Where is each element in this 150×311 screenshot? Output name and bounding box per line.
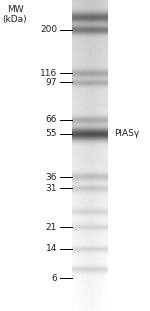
Text: PIASγ: PIASγ (114, 129, 139, 138)
Text: 14: 14 (46, 244, 57, 253)
Text: 97: 97 (45, 78, 57, 87)
Text: 55: 55 (45, 129, 57, 138)
Text: 36: 36 (45, 173, 57, 182)
Text: 200: 200 (40, 25, 57, 34)
Text: MW
(kDa): MW (kDa) (3, 5, 27, 24)
Text: 21: 21 (46, 223, 57, 231)
Text: 6: 6 (51, 274, 57, 283)
Text: 66: 66 (45, 115, 57, 124)
Text: 31: 31 (45, 184, 57, 193)
Text: 116: 116 (40, 69, 57, 77)
